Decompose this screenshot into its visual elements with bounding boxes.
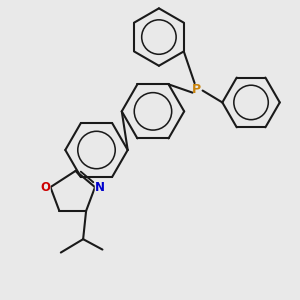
Text: O: O [40,181,50,194]
Text: P: P [191,82,201,96]
Text: N: N [95,181,105,194]
